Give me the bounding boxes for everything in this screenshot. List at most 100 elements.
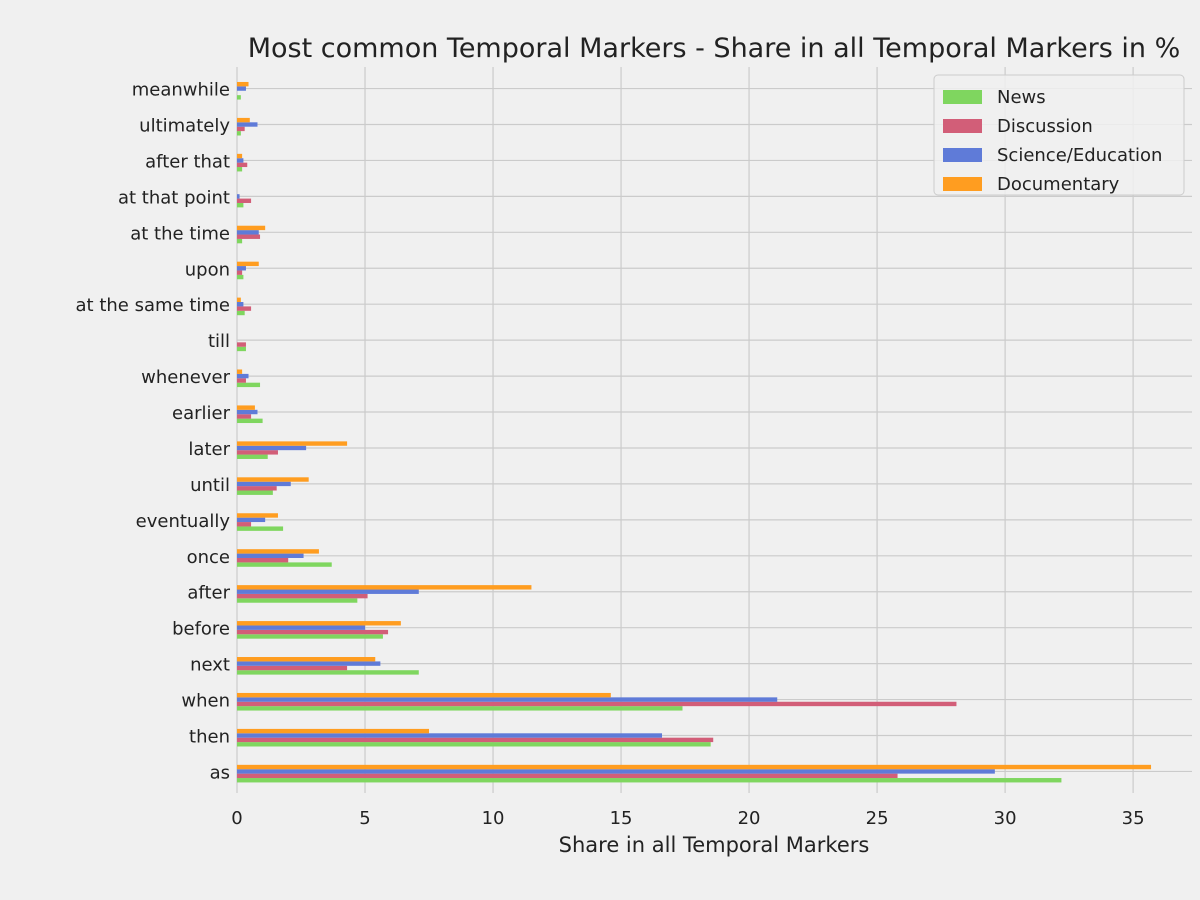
bar: [237, 549, 319, 554]
x-tick-label: 20: [738, 808, 761, 829]
y-tick-label: meanwhile: [132, 80, 230, 101]
bar: [237, 310, 245, 316]
bar: [237, 728, 430, 734]
legend-swatch: [943, 148, 982, 162]
bar: [237, 302, 244, 307]
legend-swatch: [943, 119, 982, 133]
bar: [237, 562, 332, 567]
bar: [237, 629, 389, 635]
legend-label: Science/Education: [997, 145, 1162, 166]
bar: [237, 490, 273, 495]
legend-label: Documentary: [997, 174, 1120, 195]
bar: [237, 230, 259, 235]
x-tick-label: 30: [994, 808, 1017, 829]
bar: [237, 167, 243, 172]
bar: [237, 764, 1152, 770]
bar: [237, 742, 711, 747]
bar: [237, 517, 266, 523]
x-tick-labels: 0 5 10 15 20 25 30 35: [231, 808, 1144, 829]
legend-label: Discussion: [997, 116, 1093, 137]
bar: [237, 593, 368, 599]
x-tick-label: 25: [866, 808, 889, 829]
bar: [237, 346, 246, 352]
series-news: [237, 95, 1062, 783]
y-tick-labels: as then when next before after once eventually u…: [76, 80, 231, 784]
y-tick-label: at that point: [118, 187, 230, 208]
y-tick-label: until: [190, 475, 230, 496]
bar: [237, 513, 278, 518]
bar: [237, 625, 366, 630]
y-tick-label: after: [187, 583, 230, 604]
bar: [237, 706, 683, 711]
legend: News Discussion Science/Education Documenta…: [933, 74, 1185, 196]
bar: [237, 382, 261, 388]
series-science-education: [237, 86, 995, 774]
y-tick-label: whenever: [141, 367, 230, 388]
bar: [237, 202, 244, 208]
y-tick-label: next: [190, 655, 230, 676]
bar: [237, 153, 243, 159]
y-tick-label: before: [172, 619, 230, 640]
bar: [237, 477, 309, 482]
bar: [237, 274, 244, 280]
bar: [237, 553, 304, 558]
bar: [237, 585, 532, 590]
bar: [237, 86, 246, 91]
bar: [237, 697, 778, 702]
bar: [237, 701, 957, 707]
bar: [237, 306, 252, 311]
bar: [237, 621, 401, 626]
bar: [237, 122, 258, 127]
bar: [237, 117, 250, 123]
bar: [237, 773, 898, 779]
bar: [237, 486, 277, 491]
y-tick-label: earlier: [172, 403, 231, 424]
bar: [237, 261, 259, 267]
bar: [237, 194, 240, 199]
bar: [237, 661, 381, 666]
bar: [237, 445, 307, 451]
legend-box: [933, 74, 1185, 196]
bar: [237, 670, 419, 675]
bar: [237, 369, 243, 374]
bar: [237, 450, 278, 455]
series-discussion: [237, 126, 957, 779]
y-tick-label: till: [208, 331, 230, 352]
bar: [237, 526, 284, 531]
legend-swatch: [943, 177, 982, 191]
chart-title: Most common Temporal Markers - Share in …: [248, 33, 1181, 64]
y-tick-label: eventually: [136, 511, 231, 532]
bar: [237, 342, 246, 347]
bar: [237, 373, 249, 379]
x-axis-label: Share in all Temporal Markers: [559, 833, 870, 857]
bar: [237, 598, 358, 603]
y-tick-label: at the time: [130, 223, 230, 244]
y-tick-label: ultimately: [139, 116, 230, 137]
series-documentary: [237, 81, 1152, 770]
y-tick-label: when: [181, 691, 230, 712]
bar: [237, 158, 244, 163]
bar: [237, 657, 376, 662]
bar: [237, 225, 266, 231]
x-tick-label: 15: [610, 808, 633, 829]
legend-swatch: [943, 90, 982, 104]
bar: [237, 126, 245, 132]
y-tick-label: then: [189, 726, 230, 747]
y-tick-label: after that: [145, 151, 230, 172]
bar: [237, 589, 419, 594]
x-tick-label: 35: [1122, 808, 1145, 829]
legend-label: News: [997, 87, 1046, 108]
bar: [237, 733, 663, 738]
x-tick-label: 5: [359, 808, 370, 829]
bar: [237, 418, 263, 424]
bar: [237, 665, 348, 671]
bar: [237, 198, 252, 203]
bar: [237, 81, 249, 87]
bars: [237, 81, 1152, 783]
x-tick-label: 10: [482, 808, 505, 829]
bar: [237, 454, 268, 459]
bar: [237, 769, 995, 774]
bar: [237, 634, 383, 639]
x-tick-label: 0: [231, 808, 242, 829]
